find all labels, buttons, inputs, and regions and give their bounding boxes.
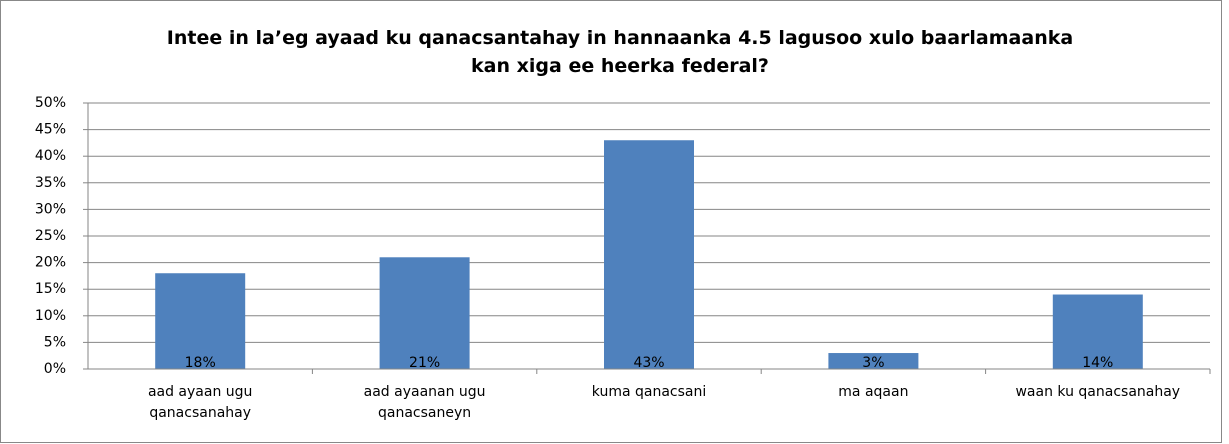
bar (379, 257, 470, 369)
y-tick-label: 40% (35, 148, 66, 164)
bar (604, 140, 694, 369)
x-tick-label: ma aqaan (838, 384, 909, 400)
y-tick-label: 0% (44, 361, 66, 377)
y-tick-label: 5% (44, 334, 66, 350)
bar (1052, 294, 1143, 369)
y-tick-label: 10% (35, 308, 66, 324)
chart-title: Intee in la’eg ayaad ku qanacsantahay in… (166, 27, 1074, 77)
y-tick-label: 20% (35, 255, 66, 271)
x-tick-label: kuma qanacsani (591, 384, 707, 400)
data-label: 18% (185, 355, 216, 371)
data-label: 14% (1082, 355, 1113, 371)
y-tick-label: 50% (35, 95, 66, 111)
y-tick-label: 30% (35, 201, 66, 217)
x-tick-label: waan ku qanacsanahay (1015, 384, 1181, 400)
y-tick-label: 45% (35, 122, 66, 138)
data-label: 21% (409, 355, 440, 371)
y-tick-label: 25% (35, 228, 66, 244)
x-tick-label: aad ayaanan ugu qanacsaneyn (363, 384, 486, 421)
bar (828, 353, 919, 369)
x-tick-label: aad ayaan ugu qanacsanahay (147, 384, 253, 421)
bar (155, 273, 246, 369)
data-label: 3% (862, 355, 884, 371)
y-tick-label: 35% (35, 175, 66, 191)
y-tick-label: 15% (35, 281, 66, 297)
data-label: 43% (633, 355, 664, 371)
